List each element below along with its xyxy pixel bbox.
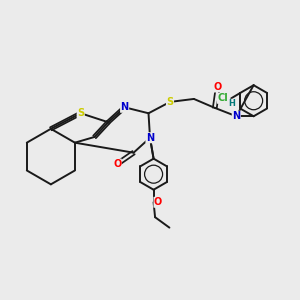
Text: O: O [214,82,222,92]
Text: N: N [232,111,240,121]
Text: N: N [121,102,129,112]
Text: O: O [113,159,121,169]
Text: O: O [154,197,162,207]
Text: S: S [77,108,84,118]
Text: N: N [146,133,154,143]
Text: Cl: Cl [218,93,228,103]
Text: H: H [228,99,235,108]
Text: S: S [167,97,174,107]
